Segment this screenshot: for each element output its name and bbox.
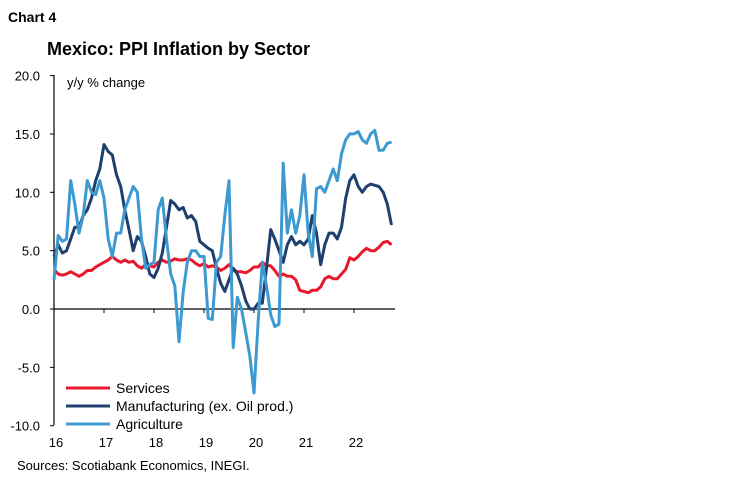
y-tick-label: 20.0 xyxy=(15,69,40,84)
chart-label: Chart 4 xyxy=(8,9,56,25)
legend-label: Agriculture xyxy=(116,416,183,432)
legend-label: Services xyxy=(116,380,170,396)
y-tick-label: -10.0 xyxy=(10,419,40,434)
x-tick-label: 19 xyxy=(199,435,213,450)
series-line-services xyxy=(52,239,393,295)
y-tick-label: 0.0 xyxy=(22,302,40,317)
chart-title: Mexico: PPI Inflation by Sector xyxy=(47,39,310,59)
y-tick-label: 10.0 xyxy=(15,185,40,200)
x-tick-label: 20 xyxy=(249,435,263,450)
series-line-manufacturing xyxy=(52,143,393,311)
y-tick-label: 5.0 xyxy=(22,244,40,259)
y-axis-label: y/y % change xyxy=(67,75,145,90)
series-line-agriculture xyxy=(52,128,392,395)
x-tick-label: 21 xyxy=(299,435,313,450)
y-tick-label: 15.0 xyxy=(15,127,40,142)
x-tick-label: 16 xyxy=(49,435,63,450)
x-tick-label: 18 xyxy=(149,435,163,450)
source-note: Sources: Scotiabank Economics, INEGI. xyxy=(17,458,250,473)
y-tick-label: -5.0 xyxy=(18,360,40,375)
legend-label: Manufacturing (ex. Oil prod.) xyxy=(116,398,293,414)
x-tick-label: 22 xyxy=(349,435,363,450)
x-tick-label: 17 xyxy=(99,435,113,450)
